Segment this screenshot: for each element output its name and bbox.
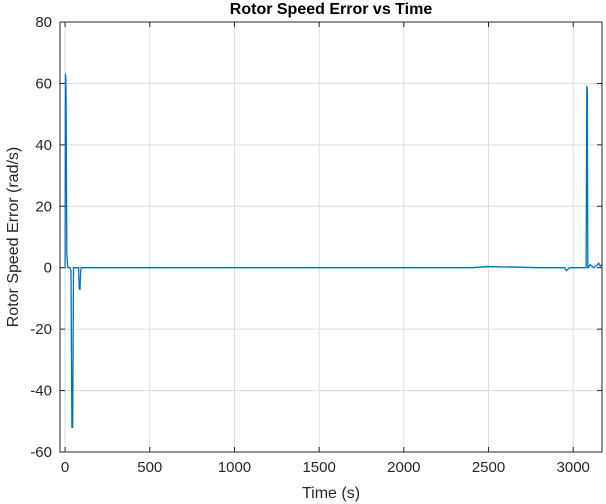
y-tick-label: 80 bbox=[35, 14, 52, 31]
x-tick-label: 1500 bbox=[302, 459, 335, 476]
x-tick-label: 1000 bbox=[218, 459, 251, 476]
series-layer bbox=[64, 73, 603, 429]
y-tick-label: 40 bbox=[35, 137, 52, 154]
y-axis-label: Rotor Speed Error (rad/s) bbox=[5, 147, 22, 328]
x-tick-label: 0 bbox=[61, 459, 69, 476]
y-tick-label: 0 bbox=[44, 260, 52, 277]
y-tick-label: -20 bbox=[30, 321, 52, 338]
x-tick-label: 3000 bbox=[557, 459, 590, 476]
y-tick-label: -40 bbox=[30, 383, 52, 400]
plot-frame bbox=[59, 21, 603, 453]
chart-title: Rotor Speed Error vs Time bbox=[230, 1, 433, 18]
ticks: 0 500 1000 1500 2000 2500 3000 -60 -40 -20 0 20 40 60… bbox=[30, 14, 602, 476]
grid bbox=[60, 21, 602, 453]
x-axis-label: Time (s) bbox=[302, 485, 360, 502]
x-tick-label: 2000 bbox=[387, 459, 420, 476]
y-tick-label: -60 bbox=[30, 444, 52, 461]
series-line-1 bbox=[64, 73, 603, 429]
y-tick-label: 20 bbox=[35, 198, 52, 215]
x-tick-label: 500 bbox=[137, 459, 162, 476]
x-tick-label: 2500 bbox=[472, 459, 505, 476]
y-tick-label: 60 bbox=[35, 75, 52, 92]
